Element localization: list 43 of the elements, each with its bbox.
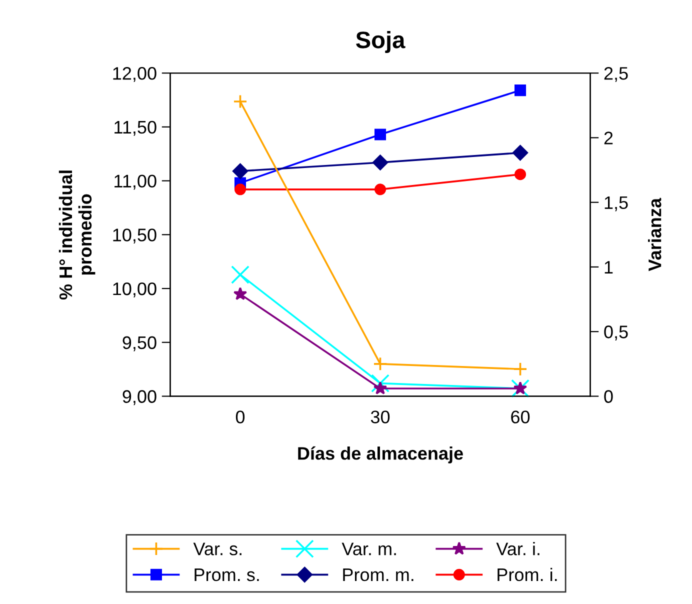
y2-tick-label: 1 [604,261,613,274]
point [514,168,526,180]
point [374,128,386,140]
point [513,381,528,394]
y-tick-label: 9,00 [122,390,156,406]
point [232,163,248,179]
y2-axis-title: Varianza [648,198,662,272]
y2-tick-label: 0,5 [604,326,628,340]
legend-label: Prom. s. [194,568,259,582]
x-tick-label: 0 [236,410,245,424]
y2-tick-label: 2,5 [604,67,628,82]
y-tick-label: 9,50 [122,336,156,352]
point [511,379,530,398]
point [514,84,526,96]
point [233,286,248,300]
point [373,381,388,394]
legend-label: Var. i. [496,542,540,556]
legend-label: Var. s. [193,542,242,556]
legend-label: Var. m. [342,542,396,556]
legend-label: Prom. i. [498,568,557,582]
point [373,356,388,372]
point [513,362,528,376]
chart-title: Soja [356,30,406,53]
point [371,374,390,393]
point [234,184,246,196]
x-axis-title: Días de almacenaje [298,446,463,464]
x-tick-label: 60 [511,410,530,424]
point [512,145,528,161]
x-tick-label: 30 [370,410,390,424]
point [374,184,386,196]
y2-tick-label: 1,5 [604,196,628,212]
point [231,265,250,284]
point [233,94,248,109]
y-tick-label: 11,50 [114,120,156,136]
y-tick-label: 11,00 [114,174,156,190]
y2-tick-label: 2 [604,132,613,144]
point [372,154,388,170]
legend-label: Prom. m. [343,568,414,582]
y-tick-label: 10,00 [113,282,156,298]
y-tick-label: 10,50 [113,228,156,244]
y-tick-label: 12,00 [113,67,156,82]
y-axis-title: % H° individual promedio [58,170,96,300]
y2-tick-label: 0 [604,390,613,403]
